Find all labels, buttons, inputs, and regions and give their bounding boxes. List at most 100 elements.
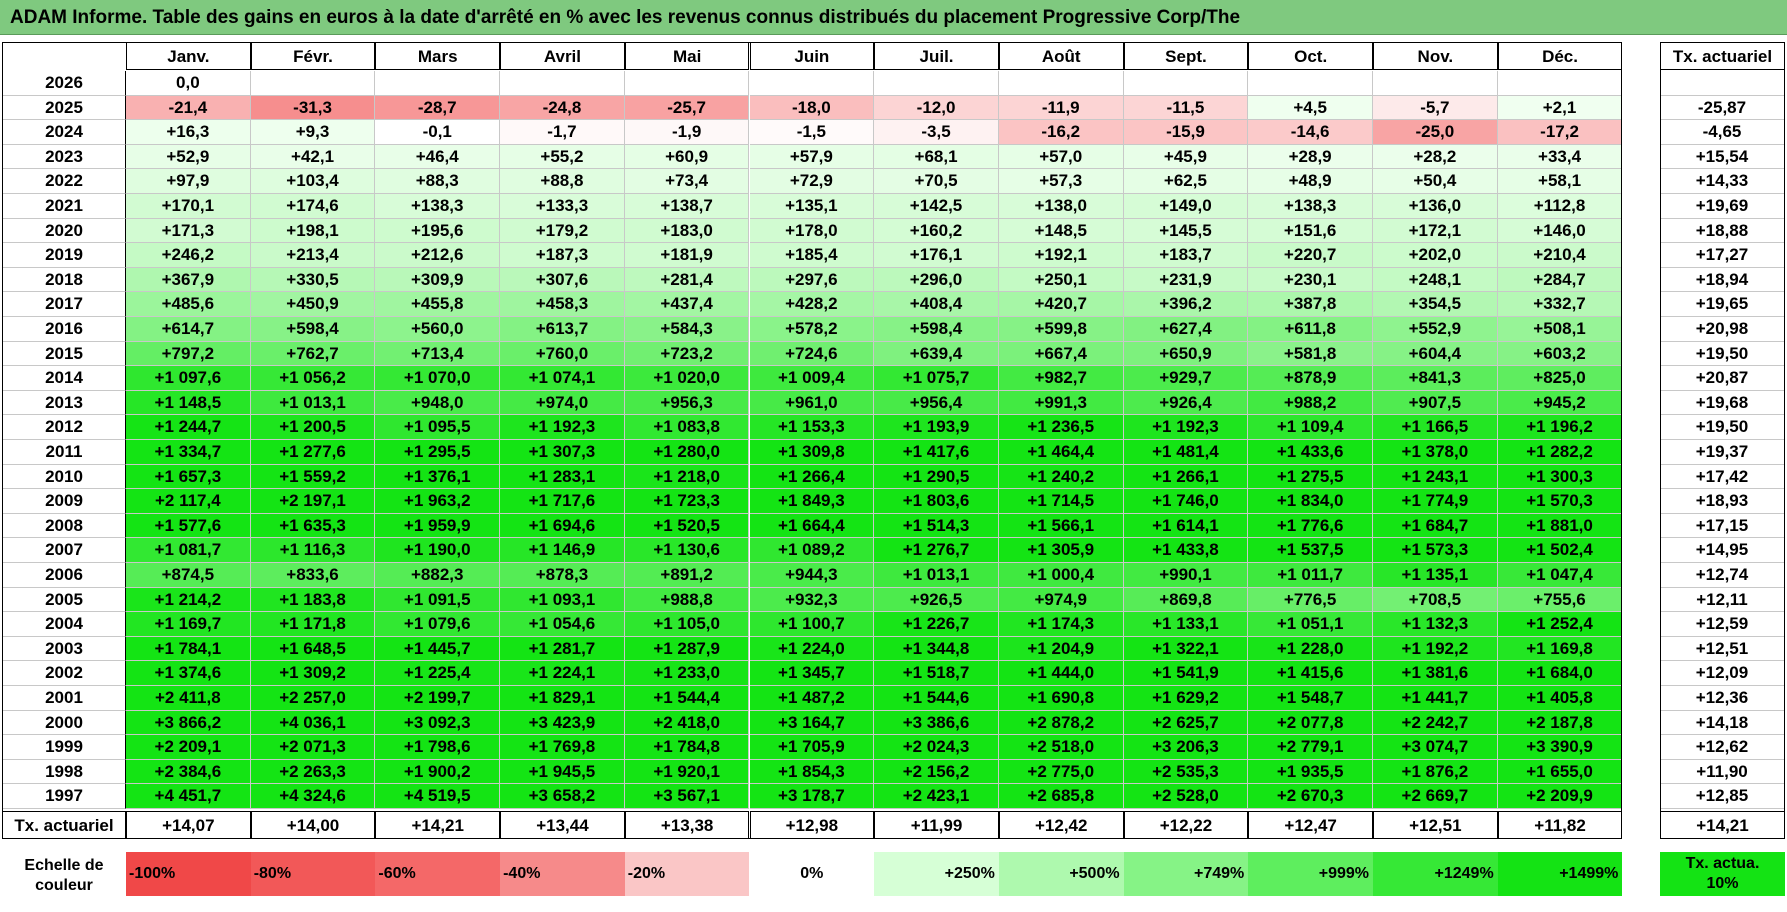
- gain-cell: +1 433,6: [1248, 440, 1373, 465]
- gain-cell: +1 192,3: [1123, 415, 1249, 440]
- gain-cell: +179,2: [500, 218, 625, 244]
- month-header: Déc.: [1497, 42, 1623, 70]
- gain-cell: -1,7: [500, 120, 625, 145]
- year-label: 2021: [2, 194, 126, 219]
- gain-cell: +1 051,1: [1248, 612, 1373, 637]
- year-label: 2008: [2, 513, 126, 539]
- gain-cell: +458,3: [500, 292, 625, 317]
- gain-cell: +1 502,4: [1497, 538, 1623, 563]
- year-label: 2003: [2, 636, 126, 662]
- gain-cell: +650,9: [1123, 341, 1249, 367]
- gain-cell: +1 544,4: [624, 686, 750, 711]
- gain-cell: [375, 71, 501, 96]
- gain-cell: [1497, 71, 1623, 96]
- actuarial-rate-cell: -4,65: [1660, 120, 1785, 145]
- footer-label: Tx. actuariel: [2, 811, 126, 839]
- gain-cell: +1 093,1: [500, 587, 625, 613]
- gain-cell: +1 290,5: [874, 464, 999, 490]
- gain-cell: +68,1: [874, 144, 999, 170]
- gain-cell: +2 187,8: [1497, 710, 1623, 736]
- gain-cell: +1 266,4: [749, 464, 875, 490]
- gain-cell: +988,2: [1248, 390, 1373, 416]
- gain-cell: +3 206,3: [1123, 735, 1249, 760]
- gain-cell: +1 417,6: [874, 440, 999, 465]
- gain-cell: +944,3: [749, 563, 875, 588]
- month-header: Mai: [624, 42, 750, 70]
- gain-cell: +1 281,7: [500, 636, 625, 662]
- gain-cell: +1 684,0: [1497, 661, 1623, 686]
- gain-cell: +1 705,9: [749, 735, 875, 760]
- gain-cell: +1 200,5: [250, 415, 376, 440]
- year-label: 2020: [2, 218, 126, 244]
- gain-cell: +1 577,6: [126, 513, 251, 539]
- month-header: Mars: [375, 42, 501, 70]
- month-header: Févr.: [250, 42, 376, 70]
- year-label: 2016: [2, 317, 126, 342]
- gain-cell: +974,0: [500, 390, 625, 416]
- gain-cell: +1 135,1: [1373, 563, 1498, 588]
- gain-cell: +991,3: [998, 390, 1124, 416]
- gain-cell: +1 280,0: [624, 440, 750, 465]
- gain-cell: +1 881,0: [1497, 513, 1623, 539]
- gain-cell: -3,5: [874, 120, 999, 145]
- year-label: 2025: [2, 95, 126, 121]
- gain-cell: -14,6: [1248, 120, 1373, 145]
- gain-cell: +2 535,3: [1123, 759, 1249, 785]
- gain-cell: -5,7: [1373, 95, 1498, 121]
- gain-cell: +420,7: [998, 292, 1124, 317]
- gain-cell: +1 095,5: [375, 415, 501, 440]
- gain-cell: +760,0: [500, 341, 625, 367]
- gain-cell: +332,7: [1497, 292, 1623, 317]
- gain-cell: +1 345,7: [749, 661, 875, 686]
- gain-cell: [749, 71, 875, 96]
- year-label: 2014: [2, 366, 126, 391]
- gain-cell: +2 423,1: [874, 784, 999, 809]
- year-label: 2005: [2, 587, 126, 613]
- gain-cell: +1 148,5: [126, 390, 251, 416]
- gain-cell: +1 091,5: [375, 587, 501, 613]
- gain-cell: +1 309,2: [250, 661, 376, 686]
- gain-cell: +1 171,8: [250, 612, 376, 637]
- gain-cell: +88,8: [500, 169, 625, 194]
- gain-cell: +988,8: [624, 587, 750, 613]
- gain-cell: +149,0: [1123, 194, 1249, 219]
- gain-cell: +1 520,5: [624, 513, 750, 539]
- gain-cell: +2 411,8: [126, 686, 251, 711]
- gain-cell: +1 945,5: [500, 759, 625, 785]
- year-label: 2018: [2, 267, 126, 293]
- actuarial-rate-cell: +19,37: [1660, 440, 1785, 465]
- gain-cell: +1 275,5: [1248, 464, 1373, 490]
- gain-cell: +3 178,7: [749, 784, 875, 809]
- gain-cell: +797,2: [126, 341, 251, 367]
- gain-cell: +57,3: [998, 169, 1124, 194]
- gain-cell: +1 300,3: [1497, 464, 1623, 490]
- gain-cell: +2 384,6: [126, 759, 251, 785]
- gain-cell: +450,9: [250, 292, 376, 317]
- gain-cell: +281,4: [624, 267, 750, 293]
- gain-cell: +28,9: [1248, 144, 1373, 170]
- month-header: Juil.: [874, 42, 999, 70]
- gain-cell: +171,3: [126, 218, 251, 244]
- gain-cell: +1 481,4: [1123, 440, 1249, 465]
- gain-cell: +1 074,1: [500, 366, 625, 391]
- gain-cell: +1 378,0: [1373, 440, 1498, 465]
- actuarial-rate-cell: +14,95: [1660, 538, 1785, 563]
- actuarial-rate-cell: +20,98: [1660, 317, 1785, 342]
- gain-cell: +1 684,7: [1373, 513, 1498, 539]
- gain-cell: +231,9: [1123, 267, 1249, 293]
- gain-cell: +1 225,4: [375, 661, 501, 686]
- year-label: 2026: [2, 71, 126, 96]
- gain-cell: +97,9: [126, 169, 251, 194]
- actuarial-rate-cell: +17,42: [1660, 464, 1785, 490]
- gain-cell: +1 169,8: [1497, 636, 1623, 662]
- gain-cell: +667,4: [998, 341, 1124, 367]
- gain-cell: +138,0: [998, 194, 1124, 219]
- gain-cell: +396,2: [1123, 292, 1249, 317]
- gain-cell: +213,4: [250, 243, 376, 268]
- gain-cell: +2 685,8: [998, 784, 1124, 809]
- legend-swatch: -80%: [250, 852, 376, 896]
- gain-cell: -25,7: [624, 95, 750, 121]
- gain-cell: +1 876,2: [1373, 759, 1498, 785]
- gain-cell: +437,4: [624, 292, 750, 317]
- gain-cell: +2 197,1: [250, 489, 376, 514]
